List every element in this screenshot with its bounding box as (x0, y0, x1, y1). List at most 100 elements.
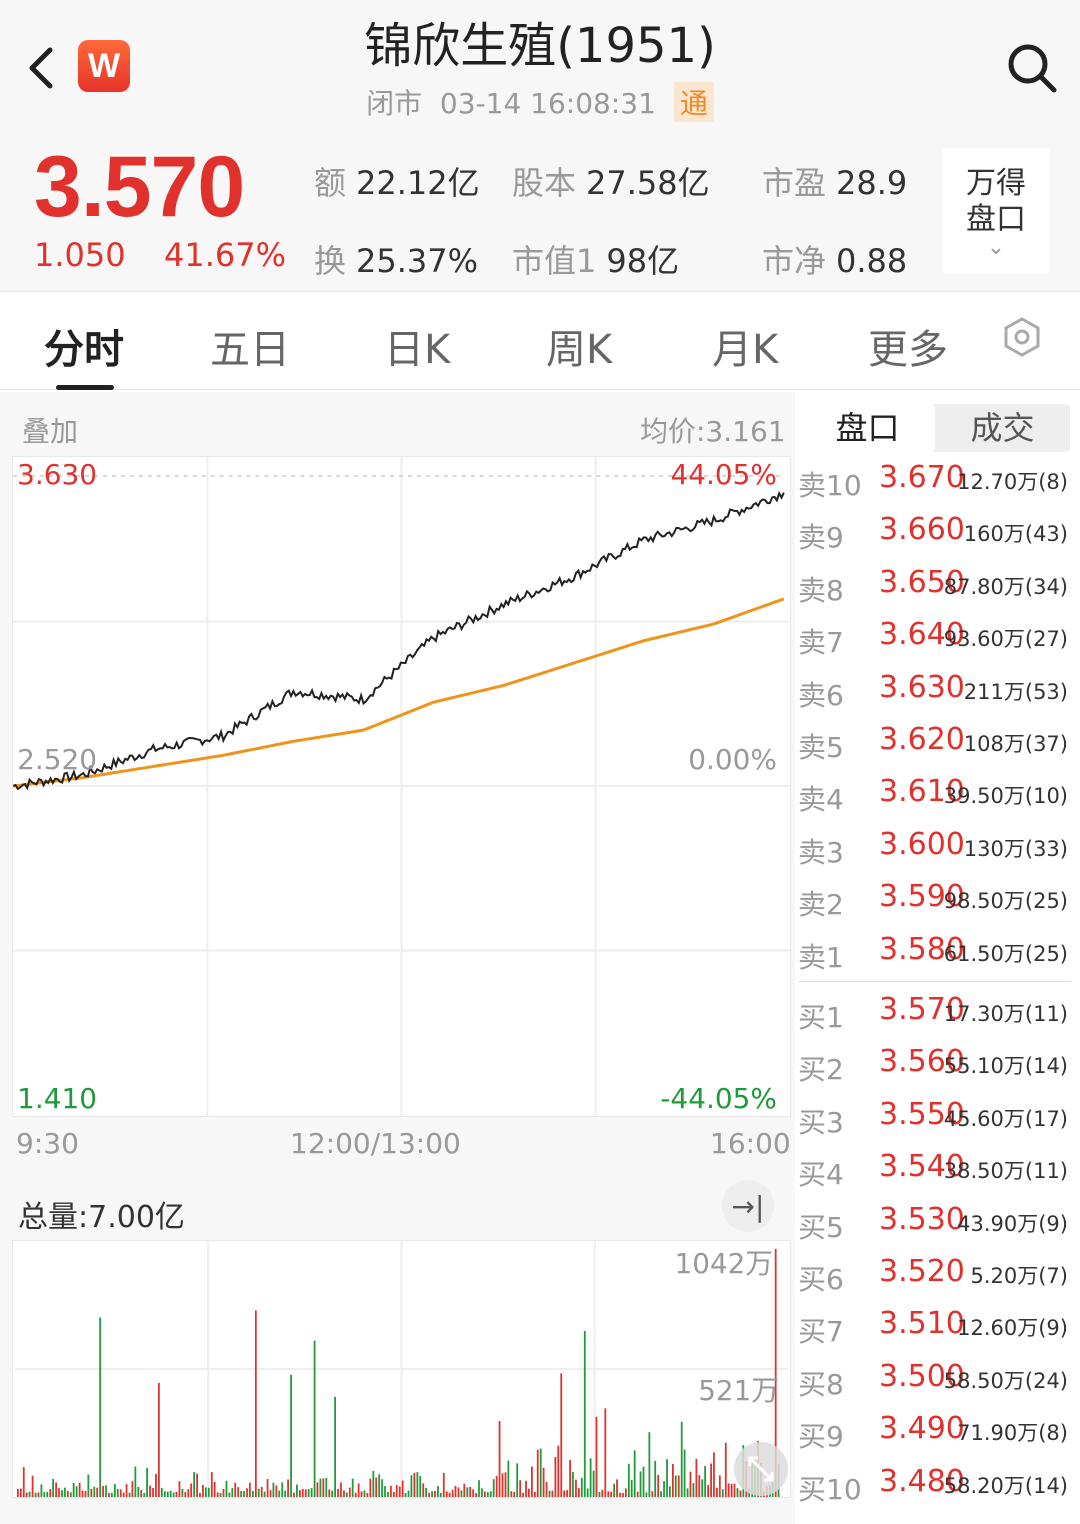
volume-bar (28, 1491, 31, 1497)
bid-row[interactable]: 买2 3.560 55.10万(14) (795, 1040, 1080, 1092)
bid-row[interactable]: 买9 3.490 71.90万(8) (795, 1407, 1080, 1459)
volume-bar (90, 1488, 93, 1497)
jump-to-end-icon[interactable]: →| (722, 1180, 774, 1232)
expand-fullscreen-icon[interactable] (734, 1442, 788, 1496)
volume-bar (196, 1473, 198, 1497)
wind-logo-icon[interactable]: W (78, 40, 130, 92)
bid-row[interactable]: 买10 3.480 58.20万(14) (795, 1460, 1080, 1512)
ask-row[interactable]: 卖6 3.630 211万(53) (795, 666, 1080, 718)
wind-orderbook-button[interactable]: 万得 盘口 ⌄ (942, 148, 1050, 274)
volume-bar (354, 1492, 357, 1497)
level-price: 3.480 (879, 1463, 965, 1499)
tab-trades[interactable]: 成交 (970, 409, 1035, 447)
ask-row[interactable]: 卖3 3.600 130万(33) (795, 823, 1080, 875)
level-volume: 5.20万(7) (970, 1264, 1068, 1288)
volume-bar (210, 1472, 213, 1497)
volume-bar (504, 1472, 507, 1497)
volume-bar (627, 1463, 630, 1497)
ask-row[interactable]: 卖2 3.590 98.50万(25) (795, 875, 1080, 927)
volume-bar (575, 1479, 577, 1497)
volume-bar (37, 1492, 40, 1497)
level-price: 3.660 (879, 512, 965, 548)
ask-row[interactable]: 卖1 3.580 61.50万(25) (795, 928, 1080, 980)
level-volume: 98.50万(25) (943, 889, 1068, 914)
volume-bar (389, 1485, 392, 1497)
volume-bar (624, 1488, 627, 1497)
bid-row[interactable]: 买5 3.530 43.90万(9) (795, 1198, 1080, 1250)
price-line (13, 490, 785, 791)
overlay-button[interactable]: 叠加 (22, 415, 79, 448)
bid-row[interactable]: 买3 3.550 45.60万(17) (795, 1093, 1080, 1145)
chevron-down-icon: ⌄ (986, 235, 1006, 260)
volume-bar (595, 1416, 598, 1497)
ask-row[interactable]: 卖10 3.670 12.70万(8) (795, 456, 1080, 508)
volume-bar (46, 1491, 49, 1497)
back-arrow-icon[interactable] (22, 42, 62, 94)
volume-chart[interactable]: 1042万 521万 (12, 1240, 791, 1498)
volume-bar (310, 1488, 313, 1497)
intraday-price-chart[interactable]: 3.630 2.520 1.410 44.05% 0.00% -44.05% (12, 456, 791, 1117)
volume-bar (22, 1467, 25, 1497)
volume-bar (43, 1492, 46, 1497)
volume-bar (601, 1489, 604, 1497)
volume-bar (128, 1492, 131, 1497)
volume-bar (701, 1479, 704, 1497)
stat-share-capital: 股本 27.58亿 (512, 164, 710, 202)
volume-bar (146, 1467, 148, 1497)
level-label: 卖9 (798, 521, 844, 555)
bid-row[interactable]: 买7 3.510 12.60万(9) (795, 1302, 1080, 1354)
level-label: 卖4 (798, 783, 844, 817)
tab-daily-k[interactable]: 日K (384, 327, 451, 373)
volume-bar (69, 1492, 72, 1497)
volume-bar (486, 1492, 489, 1497)
volume-bar (287, 1479, 289, 1497)
volume-bar (671, 1463, 674, 1497)
volume-bar (739, 1490, 742, 1497)
volume-bar (160, 1487, 163, 1497)
search-icon[interactable] (1004, 40, 1060, 96)
bid-row[interactable]: 买8 3.500 58.50万(24) (795, 1355, 1080, 1407)
volume-bar (522, 1492, 524, 1497)
ask-row[interactable]: 卖5 3.620 108万(37) (795, 718, 1080, 770)
volume-bar (328, 1489, 331, 1497)
tab-monthly-k[interactable]: 月K (712, 327, 779, 373)
volume-bar (275, 1485, 278, 1497)
level-label: 买5 (798, 1210, 844, 1244)
settings-hexagon-icon[interactable] (1000, 315, 1044, 359)
volume-bar (663, 1481, 665, 1497)
level-label: 卖2 (798, 888, 844, 922)
volume-bar (510, 1491, 513, 1497)
level-label: 买3 (798, 1105, 844, 1139)
volume-bar (683, 1449, 686, 1497)
time-label-close: 16:00 (710, 1127, 791, 1160)
volume-bar (96, 1487, 99, 1497)
volume-bar (334, 1396, 337, 1497)
volume-bar (669, 1486, 671, 1497)
bid-row[interactable]: 买4 3.540 38.50万(11) (795, 1145, 1080, 1197)
bid-row[interactable]: 买1 3.570 17.30万(11) (795, 988, 1080, 1040)
volume-bar (551, 1490, 554, 1497)
volume-bar (78, 1482, 81, 1497)
ask-row[interactable]: 卖4 3.610 39.50万(10) (795, 770, 1080, 822)
ask-bid-divider (799, 981, 1071, 982)
volume-bar (713, 1452, 715, 1497)
tab-intraday[interactable]: 分时 (44, 327, 124, 373)
tab-weekly-k[interactable]: 周K (546, 327, 613, 373)
volume-bar (457, 1487, 460, 1497)
tab-orderbook[interactable]: 盘口 (800, 404, 935, 452)
volume-bar (425, 1487, 428, 1497)
volume-bar (604, 1408, 607, 1497)
tab-more[interactable]: 更多 (868, 327, 948, 373)
ask-row[interactable]: 卖7 3.640 93.60万(27) (795, 613, 1080, 665)
ask-row[interactable]: 卖8 3.650 87.80万(34) (795, 561, 1080, 613)
level-volume: 55.10万(14) (943, 1054, 1068, 1079)
ask-row[interactable]: 卖9 3.660 160万(43) (795, 508, 1080, 560)
volume-bar (228, 1492, 231, 1497)
tab-five-day[interactable]: 五日 (210, 327, 290, 373)
volume-bar (105, 1485, 107, 1497)
bid-row[interactable]: 买6 3.520 5.20万(7) (795, 1250, 1080, 1302)
volume-bar (431, 1491, 433, 1497)
volume-bar (149, 1485, 151, 1497)
level-label: 卖3 (798, 835, 844, 869)
volume-bar (316, 1482, 319, 1497)
